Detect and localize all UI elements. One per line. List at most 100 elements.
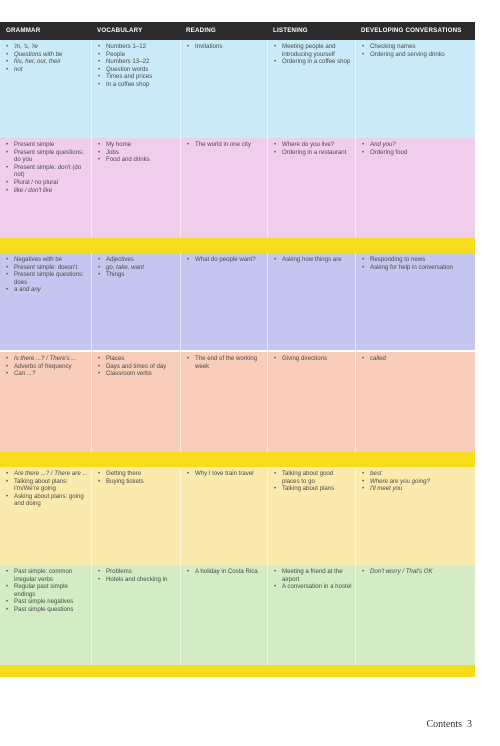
list-item: My home (98, 141, 177, 149)
list-item: 'm, 's, 're (6, 43, 88, 51)
bullet-list: My homeJobsFood and drinks (98, 141, 177, 164)
cell-vocabulary: ProblemsHotels and checking in (91, 565, 180, 665)
table-header: GRAMMAR VOCABULARY READING LISTENING DEV… (0, 22, 475, 40)
list-item: Talking about good places to go (274, 470, 352, 485)
list-item: Present simple: doesn't (6, 264, 88, 272)
yellow-divider-band (0, 665, 475, 677)
list-item: Are there ...? / There are ... (6, 470, 88, 478)
list-item: Question words (98, 66, 177, 74)
bullet-list: Invitations (187, 43, 264, 51)
bullet-list: Past simple: common irregular verbsRegul… (6, 568, 88, 614)
cell-vocabulary: Adjectivesgo, take, wantThings (91, 253, 180, 350)
cell-reading: Why I love train travel (180, 467, 267, 565)
cell-conversations: bestWhere are you going?I'll meet you (355, 467, 475, 565)
cell-vocabulary: Getting thereBuying tickets (91, 467, 180, 565)
list-item: Ordering and serving drinks (362, 51, 472, 59)
list-item: Questions with be (6, 51, 88, 59)
footer-title: Contents (426, 719, 462, 730)
cell-grammar: Past simple: common irregular verbsRegul… (0, 565, 91, 665)
table-row: Are there ...? / There are ...Talking ab… (0, 467, 475, 565)
list-item: People (98, 51, 177, 59)
list-item: Problems (98, 568, 177, 576)
bullet-list: The end of the working week (187, 355, 264, 370)
table-row: Present simplePresent simple questions: … (0, 138, 475, 238)
list-item: Plural / no plural (6, 179, 88, 187)
list-item: Buying tickets (98, 478, 177, 486)
list-item: Times and prices (98, 73, 177, 81)
list-item: Meeting people and introducing yourself (274, 43, 352, 58)
list-item: Present simple (6, 141, 88, 149)
bullet-list: Is there ...? / There's ...Adverbs of fr… (6, 355, 88, 378)
list-item: best (362, 470, 472, 478)
list-item: In a coffee shop (98, 81, 177, 89)
bullet-list: Asking how things are (274, 256, 352, 264)
list-item: Days and times of day (98, 363, 177, 371)
list-item: Invitations (187, 43, 264, 51)
list-item: Asking for help in conversation (362, 264, 472, 272)
bullet-list: ProblemsHotels and checking in (98, 568, 177, 583)
bullet-list: Meeting a friend at the airportA convers… (274, 568, 352, 591)
bullet-list: called (362, 355, 472, 363)
bullet-list: bestWhere are you going?I'll meet you (362, 470, 472, 493)
list-item: A conversation in a hostel (274, 583, 352, 591)
list-item: Where do you live? (274, 141, 352, 149)
yellow-divider-band (0, 452, 475, 467)
list-item: Jobs (98, 149, 177, 157)
list-item: Giving directions (274, 355, 352, 363)
header-listening: LISTENING (273, 27, 308, 34)
list-item: Where are you going? (362, 478, 472, 486)
list-item: Ordering in a coffee shop (274, 58, 352, 66)
header-developing-conversations: DEVELOPING CONVERSATIONS (361, 27, 462, 34)
cell-listening: Meeting people and introducing yourselfO… (267, 40, 355, 138)
list-item: And you? (362, 141, 472, 149)
table-row: Negatives with bePresent simple: doesn't… (0, 253, 475, 350)
cell-conversations: Checking namesOrdering and serving drink… (355, 40, 475, 138)
cell-vocabulary: PlacesDays and times of dayClassroom ver… (91, 352, 180, 452)
cell-listening: Where do you live?Ordering in a restaura… (267, 138, 355, 238)
header-vocabulary: VOCABULARY (97, 27, 143, 34)
bullet-list: Where do you live?Ordering in a restaura… (274, 141, 352, 156)
cell-grammar: 'm, 's, 'reQuestions with behis, her, ou… (0, 40, 91, 138)
bullet-list: Giving directions (274, 355, 352, 363)
list-item: Present simple questions: do you (6, 149, 88, 164)
list-item: Asking how things are (274, 256, 352, 264)
list-item: Talking about plans: I'm/We're going (6, 478, 88, 493)
list-item: Adjectives (98, 256, 177, 264)
list-item: A holiday in Costa Rica (187, 568, 264, 576)
list-item: The world in one city (187, 141, 264, 149)
header-reading: READING (186, 27, 216, 34)
bullet-list: Are there ...? / There are ...Talking ab… (6, 470, 88, 508)
bullet-list: Why I love train travel (187, 470, 264, 478)
list-item: Talking about plans (274, 485, 352, 493)
header-grammar: GRAMMAR (6, 27, 41, 34)
list-item: his, her, our, their (6, 58, 88, 66)
cell-grammar: Present simplePresent simple questions: … (0, 138, 91, 238)
bullet-list: Adjectivesgo, take, wantThings (98, 256, 177, 279)
cell-listening: Giving directions (267, 352, 355, 452)
table-row: 'm, 's, 'reQuestions with behis, her, ou… (0, 40, 475, 138)
bullet-list: Numbers 1–12PeopleNumbers 13–22Question … (98, 43, 177, 89)
list-item: Classroom verbs (98, 370, 177, 378)
cell-listening: Meeting a friend at the airportA convers… (267, 565, 355, 665)
list-item: Negatives with be (6, 256, 88, 264)
list-item: Adverbs of frequency (6, 363, 88, 371)
cell-listening: Talking about good places to goTalking a… (267, 467, 355, 565)
table-row: Past simple: common irregular verbsRegul… (0, 565, 475, 665)
list-item: Food and drinks (98, 156, 177, 164)
list-item: Hotels and checking in (98, 576, 177, 584)
cell-vocabulary: My homeJobsFood and drinks (91, 138, 180, 238)
cell-grammar: Are there ...? / There are ...Talking ab… (0, 467, 91, 565)
list-item: Regular past simple endings (6, 583, 88, 598)
bullet-list: Getting thereBuying tickets (98, 470, 177, 485)
list-item: a and any (6, 286, 88, 294)
cell-conversations: Responding to newsAsking for help in con… (355, 253, 475, 350)
bullet-list: A holiday in Costa Rica (187, 568, 264, 576)
cell-conversations: And you?Ordering food (355, 138, 475, 238)
list-item: Checking names (362, 43, 472, 51)
list-item: Don't worry / That's OK (362, 568, 472, 576)
cell-conversations: called (355, 352, 475, 452)
list-item: called (362, 355, 472, 363)
list-item: I'll meet you (362, 485, 472, 493)
cell-reading: Invitations (180, 40, 267, 138)
list-item: Things (98, 271, 177, 279)
